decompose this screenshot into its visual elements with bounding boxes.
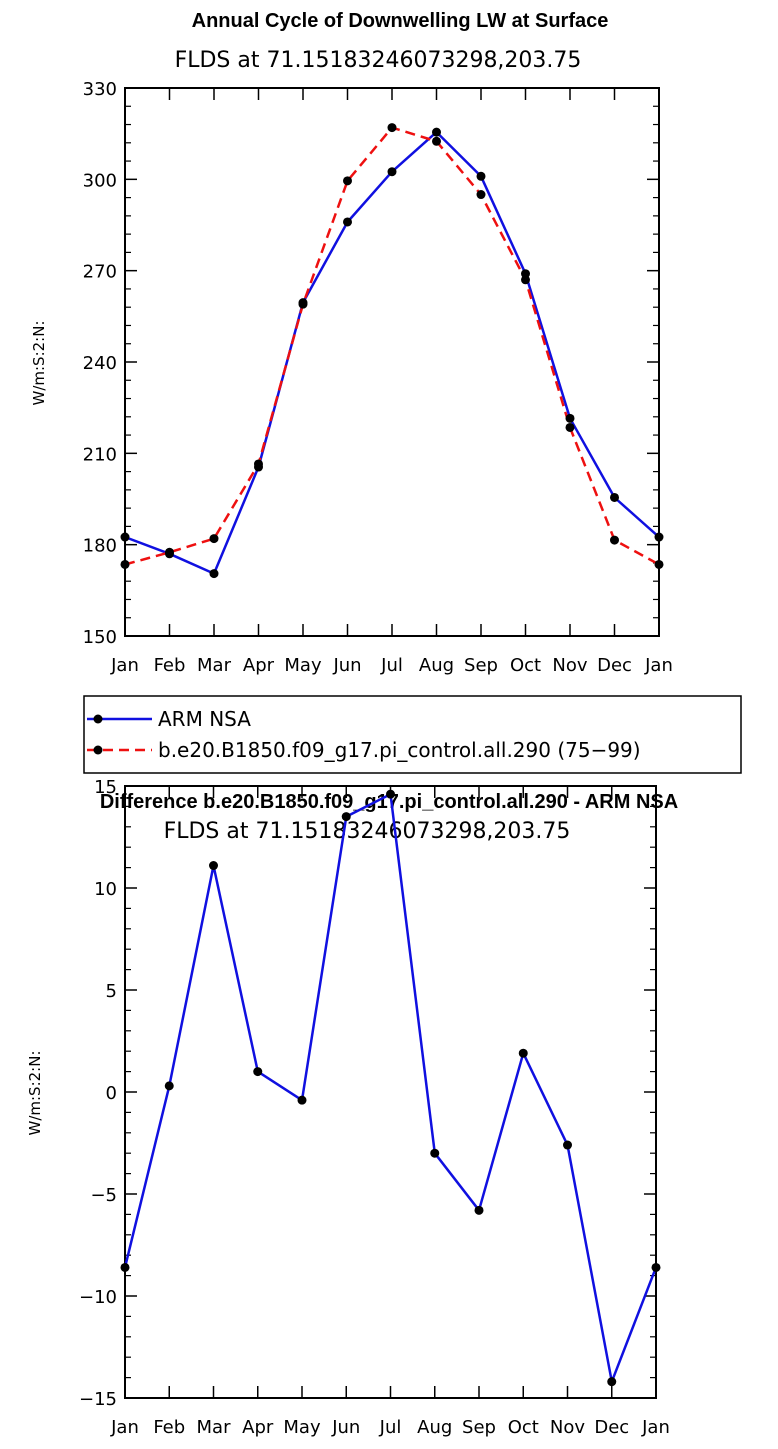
top-point-s1-oct-9 [521, 275, 530, 285]
bottom-x-tick-label-nov: Nov [550, 1417, 585, 1438]
top-point-s0-jul-6 [387, 167, 397, 177]
bottom-x-tick-label-sep: Sep [462, 1417, 496, 1438]
top-point-s1-may-4 [298, 299, 308, 309]
bottom-point-s0-apr-3 [253, 1067, 263, 1077]
top-y-axis-label: W/m:S:2:N: [30, 321, 48, 406]
top-x-tick-label-nov: Nov [552, 655, 587, 676]
legend-marker-arm-nsa [93, 714, 103, 724]
bottom-point-s0-jun-5 [341, 812, 351, 822]
top-chart-plot: Jan Feb Mar Apr May Jun Jul Aug Sep Oct Nov Dec Jan 1… [83, 79, 673, 676]
top-point-s0-aug-7 [432, 127, 441, 137]
top-x-tick-label-mar: Mar [197, 655, 232, 676]
bottom-point-s0-oct-9 [518, 1048, 528, 1058]
bottom-y-tick-label: 15 [94, 777, 117, 798]
top-x-tick-label-sep: Sep [464, 655, 498, 676]
bottom-chart-subtitle: FLDS at 71.15183246073298,203.75 [164, 819, 571, 844]
bottom-x-tick-label-jan: Jan [110, 1417, 139, 1438]
top-point-s0-jan-12 [654, 532, 664, 542]
top-y-tick-label: 240 [83, 353, 117, 374]
top-point-s1-dec-11 [610, 535, 619, 545]
top-point-s0-jun-5 [343, 217, 352, 227]
top-point-s1-jul-6 [387, 123, 397, 133]
top-point-s1-aug-7 [432, 136, 441, 146]
bottom-x-tick-label-aug: Aug [417, 1417, 452, 1438]
top-chart-title: Annual Cycle of Downwelling LW at Surfac… [192, 10, 609, 32]
bottom-point-s0-feb-1 [164, 1081, 174, 1091]
legend-label-model: b.e20.B1850.f09_g17.pi_control.all.290 (… [158, 738, 641, 762]
top-x-tick-label-may: May [284, 655, 322, 676]
top-point-s0-nov-10 [565, 413, 575, 423]
top-point-s0-jan-0 [120, 532, 130, 542]
top-point-s1-jun-5 [343, 176, 352, 186]
top-x-tick-label-jan: Jan [110, 655, 139, 676]
bottom-x-tick-label-jun: Jun [331, 1417, 360, 1438]
top-point-s1-mar-2 [209, 534, 219, 544]
bottom-series-line-difference [123, 792, 658, 1383]
legend: ARM NSA b.e20.B1850.f09_g17.pi_control.a… [83, 695, 742, 774]
bottom-plot-frame [124, 785, 657, 1399]
legend-box [83, 695, 742, 774]
top-y-tick-label: 300 [83, 170, 117, 191]
top-point-s1-apr-3 [254, 459, 263, 469]
bottom-x-tick-label-mar: Mar [197, 1417, 232, 1438]
top-x-tick-label-dec: Dec [597, 655, 632, 676]
bottom-x-tick-label-apr: Apr [242, 1417, 274, 1438]
bottom-point-s0-dec-11 [607, 1377, 617, 1387]
bottom-y-tick-label: −10 [79, 1287, 117, 1308]
bottom-y-tick-label: −15 [79, 1389, 117, 1410]
bottom-y-tick-label: −5 [90, 1185, 117, 1206]
bottom-y-tick-label: 5 [106, 981, 117, 1002]
bottom-y-axis-label: W/m:S:2:N: [26, 1051, 44, 1136]
bottom-y-tick-label: 10 [94, 879, 117, 900]
top-point-s0-mar-2 [209, 569, 219, 579]
top-series-line-b-e20-b1850-f09-g17-pi-control [124, 126, 660, 566]
top-y-tick-label: 330 [83, 79, 117, 100]
top-point-s1-sep-8 [476, 190, 486, 200]
bottom-x-tick-label-oct: Oct [508, 1417, 539, 1438]
top-x-tick-label-jun: Jun [332, 655, 361, 676]
bottom-point-s0-may-4 [297, 1095, 307, 1105]
top-x-tick-label-aug: Aug [419, 655, 454, 676]
bottom-point-s0-jul-6 [386, 789, 395, 799]
legend-label-arm-nsa: ARM NSA [158, 707, 251, 731]
top-x-tick-label-feb: Feb [154, 655, 186, 676]
legend-marker-model [93, 745, 103, 755]
top-point-s0-dec-11 [610, 492, 619, 502]
top-series-line-arm-nsa [124, 130, 660, 575]
bottom-point-s0-jan-0 [120, 1262, 130, 1272]
top-point-s1-nov-10 [565, 422, 575, 432]
top-chart-subtitle: FLDS at 71.15183246073298,203.75 [175, 48, 582, 73]
bottom-y-tick-label: 0 [106, 1083, 117, 1104]
top-y-tick-label: 270 [83, 262, 117, 283]
top-x-tick-label-jan: Jan [644, 655, 673, 676]
bottom-point-s0-aug-7 [430, 1148, 440, 1158]
bottom-point-s0-jan-12 [651, 1262, 661, 1272]
bottom-x-tick-label-may: May [283, 1417, 321, 1438]
top-x-tick-label-apr: Apr [243, 655, 275, 676]
top-point-s1-jan-12 [654, 559, 664, 569]
bottom-chart-plot: Jan Feb Mar Apr May Jun Jul Aug Sep Oct Nov Dec Jan −… [79, 777, 670, 1438]
bottom-x-tick-label-jul: Jul [379, 1417, 402, 1438]
top-point-s0-sep-8 [476, 171, 486, 181]
bottom-point-s0-nov-10 [563, 1140, 572, 1150]
top-point-s1-feb-1 [165, 547, 174, 557]
top-x-tick-label-jul: Jul [380, 655, 403, 676]
top-x-tick-label-oct: Oct [510, 655, 541, 676]
top-y-tick-label: 210 [83, 444, 117, 465]
bottom-chart-title: Difference b.e20.B1850.f09_g17.pi_contro… [100, 791, 678, 813]
bottom-point-s0-sep-8 [474, 1205, 484, 1215]
top-y-tick-label: 180 [83, 536, 117, 557]
bottom-x-tick-label-feb: Feb [153, 1417, 185, 1438]
bottom-point-s0-mar-2 [209, 861, 218, 871]
top-point-s1-jan-0 [120, 559, 130, 569]
bottom-x-tick-label-dec: Dec [594, 1417, 629, 1438]
top-y-tick-label: 150 [83, 627, 117, 648]
bottom-x-tick-label-jan: Jan [641, 1417, 670, 1438]
